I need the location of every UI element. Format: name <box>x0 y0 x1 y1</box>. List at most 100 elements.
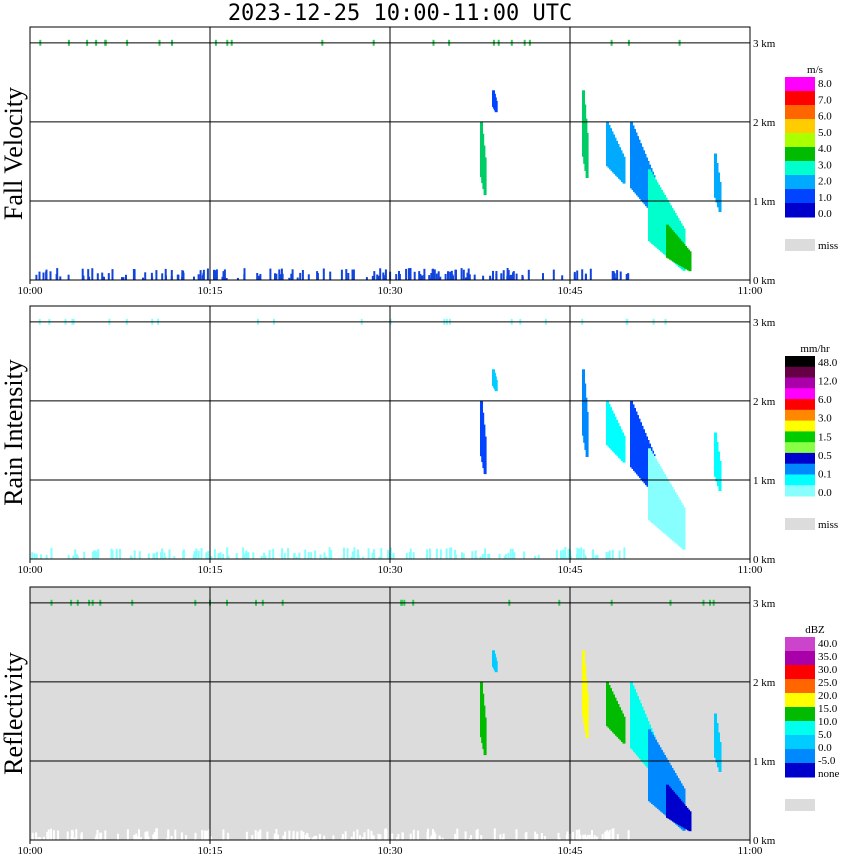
legend-swatch <box>785 133 815 148</box>
surface-echo <box>170 270 173 280</box>
surface-echo <box>503 555 506 559</box>
surface-echo <box>405 268 408 280</box>
surface-echo <box>219 554 222 559</box>
surface-echo <box>170 835 173 840</box>
surface-echo <box>117 833 119 840</box>
surface-echo <box>202 269 205 280</box>
surface-echo <box>433 273 436 280</box>
surface-echo <box>511 548 514 559</box>
surface-echo <box>197 550 200 559</box>
surface-echo <box>543 836 546 840</box>
surface-echo <box>266 831 269 840</box>
surface-echo <box>362 556 365 559</box>
surface-echo <box>144 831 147 840</box>
surface-echo <box>244 552 247 559</box>
surface-echo <box>502 270 505 280</box>
surface-echo <box>462 269 465 280</box>
surface-echo <box>257 831 260 840</box>
surface-echo <box>174 829 177 840</box>
surface-echo <box>49 271 52 280</box>
legend-label: 5.0 <box>818 729 832 741</box>
surface-echo <box>202 275 205 280</box>
surface-echo <box>227 555 230 559</box>
surface-echo <box>379 834 382 840</box>
surface-echo <box>608 830 611 840</box>
surface-echo <box>91 268 94 280</box>
legend-swatch <box>785 637 815 652</box>
legend-swatch <box>785 431 815 443</box>
surface-echo <box>298 552 301 559</box>
surface-echo <box>537 554 540 559</box>
surface-echo <box>377 275 380 280</box>
legend-missing-swatch <box>785 518 815 530</box>
surface-echo <box>591 830 593 840</box>
surface-echo <box>350 836 353 840</box>
surface-echo <box>343 547 345 559</box>
surface-echo <box>332 835 335 840</box>
surface-echo <box>152 553 155 559</box>
surface-echo <box>210 836 213 840</box>
x-tick-label: 11:00 <box>738 845 763 857</box>
surface-echo <box>616 834 619 840</box>
surface-echo <box>473 274 476 280</box>
y-tick-label: 1 km <box>753 756 776 768</box>
surface-echo <box>295 556 298 559</box>
surface-echo <box>80 834 83 840</box>
surface-echo <box>363 832 366 840</box>
surface-echo <box>534 555 537 559</box>
surface-echo <box>306 833 309 840</box>
surface-echo <box>380 548 383 559</box>
legend-label: 1.0 <box>818 192 832 204</box>
surface-echo <box>193 276 195 280</box>
surface-echo <box>40 554 42 559</box>
surface-echo <box>405 553 408 559</box>
surface-echo <box>391 833 394 840</box>
echo-streak-2 <box>585 132 589 178</box>
surface-echo <box>525 831 528 840</box>
surface-echo <box>474 556 477 559</box>
surface-echo <box>345 269 348 280</box>
surface-echo <box>359 835 361 840</box>
surface-echo <box>515 829 518 840</box>
surface-echo <box>142 277 144 280</box>
surface-echo <box>325 556 328 559</box>
surface-echo <box>607 552 610 559</box>
surface-echo <box>423 268 426 280</box>
legend-swatch <box>785 485 815 497</box>
surface-echo <box>210 556 213 559</box>
surface-echo <box>454 833 457 840</box>
surface-echo <box>495 273 498 280</box>
surface-echo <box>302 831 305 840</box>
surface-echo <box>437 271 440 280</box>
surface-echo <box>441 837 444 840</box>
surface-echo <box>491 277 494 280</box>
surface-echo <box>93 550 95 559</box>
legend-swatch <box>785 91 815 106</box>
surface-echo <box>296 277 299 280</box>
surface-echo <box>74 549 77 559</box>
surface-echo <box>395 274 398 280</box>
echo-streak-5 <box>682 507 686 550</box>
surface-echo <box>164 268 167 280</box>
surface-echo <box>66 831 69 840</box>
surface-echo <box>73 837 76 840</box>
legend-label: none <box>818 768 840 780</box>
legend-swatch <box>785 463 815 475</box>
surface-echo <box>557 832 560 840</box>
surface-echo <box>46 832 49 840</box>
surface-echo <box>173 556 176 559</box>
legend-label: 6.0 <box>818 394 832 406</box>
surface-echo <box>584 273 587 280</box>
legend-label: 0.5 <box>818 450 832 462</box>
surface-echo <box>110 548 113 559</box>
legend-label: 6.0 <box>818 111 832 123</box>
echo-streak-0 <box>483 157 487 196</box>
surface-echo <box>133 550 136 559</box>
surface-echo <box>618 550 621 559</box>
surface-echo <box>498 553 501 559</box>
x-tick-label: 10:15 <box>197 564 223 576</box>
surface-echo <box>97 549 100 559</box>
surface-echo <box>318 834 321 840</box>
surface-echo <box>81 268 84 280</box>
surface-echo <box>200 548 203 559</box>
